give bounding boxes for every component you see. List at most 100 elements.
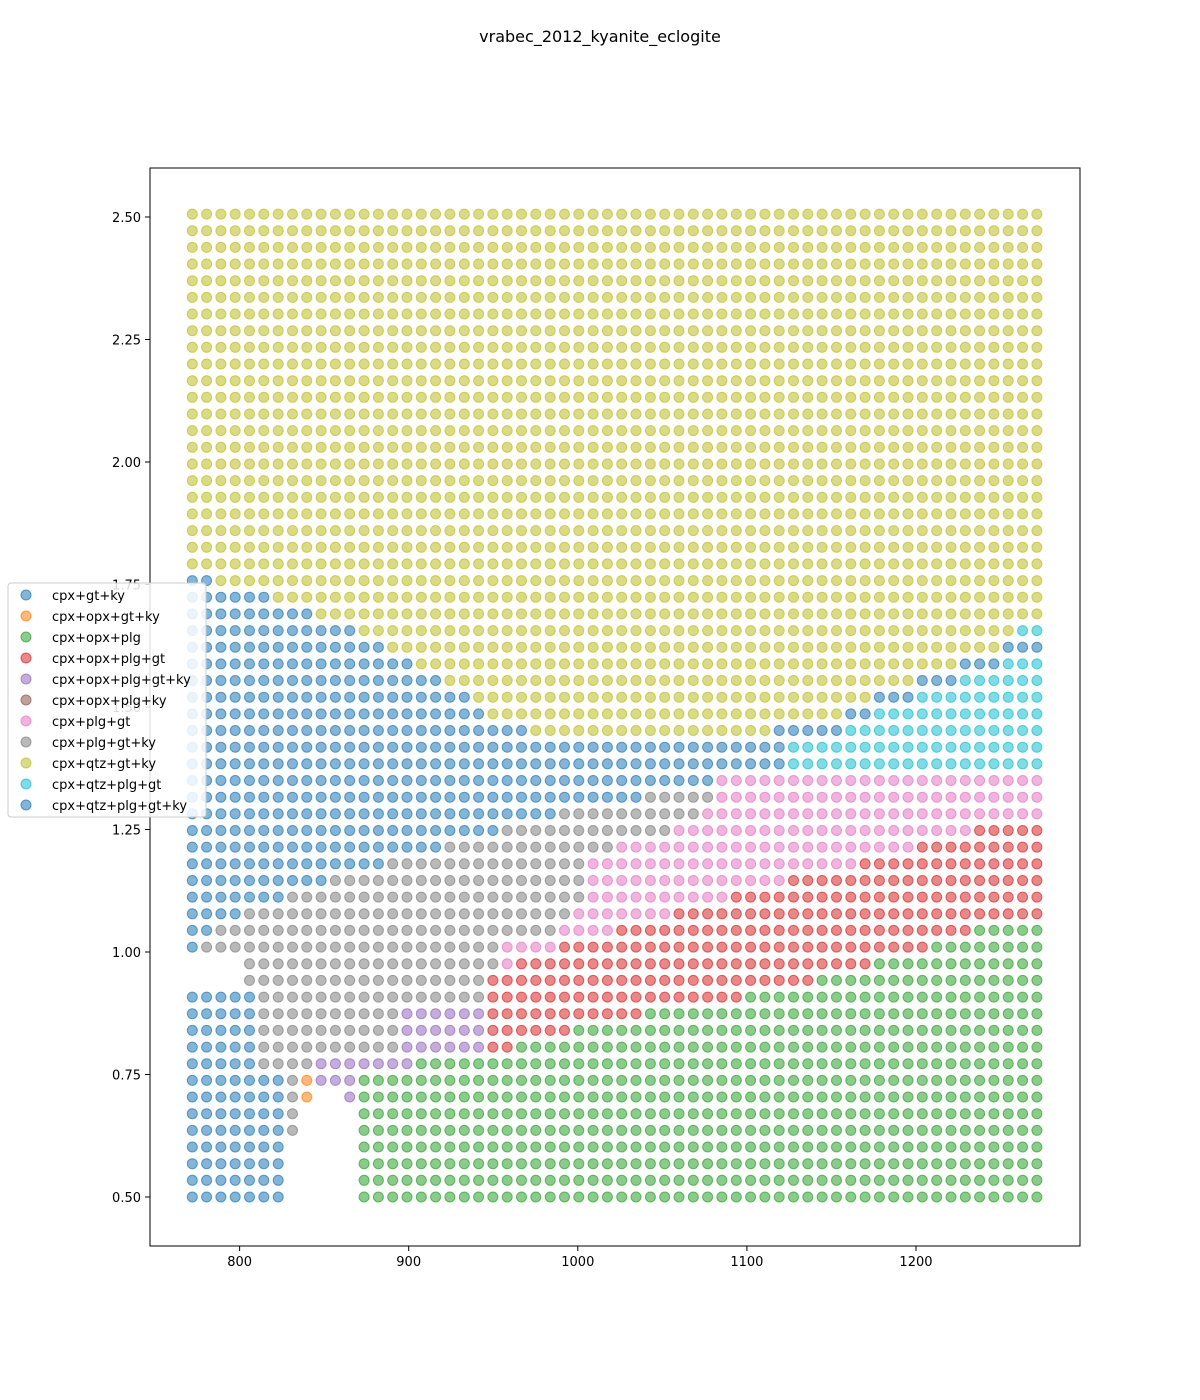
- data-point: [244, 675, 255, 686]
- data-point: [344, 825, 356, 836]
- data-point: [258, 625, 270, 637]
- data-point: [730, 725, 742, 736]
- data-point: [974, 558, 986, 570]
- data-point: [573, 375, 585, 387]
- data-point: [1017, 475, 1029, 487]
- data-point: [458, 1008, 470, 1020]
- data-point: [530, 1008, 542, 1020]
- data-point: [587, 441, 599, 453]
- data-point: [287, 375, 298, 387]
- data-point: [974, 608, 986, 620]
- data-point: [673, 1058, 685, 1070]
- data-point: [945, 208, 957, 220]
- data-point: [802, 825, 814, 836]
- data-point: [530, 258, 542, 270]
- data-point: [487, 775, 499, 786]
- data-point: [716, 908, 728, 920]
- data-point: [1017, 875, 1029, 886]
- data-point: [788, 1124, 799, 1136]
- data-point: [258, 924, 270, 936]
- data-point: [516, 425, 527, 437]
- data-point: [516, 1124, 527, 1136]
- data-point: [244, 875, 255, 886]
- data-point: [487, 708, 499, 720]
- data-point: [644, 291, 656, 303]
- data-point: [931, 375, 943, 387]
- data-point: [888, 1058, 900, 1070]
- data-point: [444, 841, 456, 853]
- data-point: [372, 291, 384, 303]
- data-point: [215, 1091, 227, 1103]
- data-point: [458, 741, 470, 753]
- data-point: [1031, 241, 1043, 253]
- data-point: [458, 358, 470, 370]
- data-point: [272, 725, 284, 736]
- data-point: [916, 391, 928, 403]
- data-point: [745, 1074, 757, 1086]
- data-point: [601, 958, 613, 970]
- data-point: [845, 508, 857, 520]
- data-point: [458, 391, 470, 403]
- data-point: [229, 525, 241, 537]
- data-point: [659, 1108, 671, 1120]
- data-point: [716, 591, 728, 603]
- data-point: [644, 425, 656, 437]
- data-point: [974, 1141, 986, 1153]
- data-point: [816, 308, 828, 320]
- data-point: [888, 391, 900, 403]
- data-point: [730, 1174, 742, 1186]
- data-point: [974, 408, 986, 420]
- data-point: [287, 625, 298, 637]
- data-point: [845, 891, 857, 903]
- data-point: [1031, 225, 1043, 237]
- data-point: [902, 1108, 914, 1120]
- data-point: [215, 591, 227, 603]
- data-point: [244, 1124, 255, 1136]
- data-point: [730, 658, 742, 670]
- data-point: [344, 608, 356, 620]
- data-point: [716, 258, 728, 270]
- data-point: [473, 1074, 485, 1086]
- data-point: [916, 308, 928, 320]
- data-point: [759, 1024, 771, 1036]
- data-point: [201, 325, 213, 337]
- data-point: [1031, 491, 1043, 503]
- data-point: [473, 375, 485, 387]
- data-point: [916, 1041, 928, 1053]
- data-point: [1017, 1141, 1029, 1153]
- data-point: [974, 841, 986, 853]
- data-point: [845, 441, 857, 453]
- data-point: [659, 225, 671, 237]
- data-point: [902, 491, 914, 503]
- data-point: [530, 758, 542, 770]
- data-point: [616, 441, 628, 453]
- data-point: [272, 958, 284, 970]
- data-point: [630, 258, 642, 270]
- data-point: [401, 225, 413, 237]
- data-point: [716, 1108, 728, 1120]
- data-point: [716, 1141, 728, 1153]
- data-point: [644, 308, 656, 320]
- data-point: [215, 741, 227, 753]
- data-point: [702, 425, 714, 437]
- data-point: [974, 508, 986, 520]
- data-point: [859, 1024, 871, 1036]
- data-point: [473, 924, 485, 936]
- data-point: [659, 908, 671, 920]
- data-point: [458, 408, 470, 420]
- data-point: [315, 525, 327, 537]
- data-point: [501, 991, 513, 1003]
- data-point: [501, 708, 513, 720]
- data-point: [888, 958, 900, 970]
- data-point: [544, 725, 556, 736]
- data-point: [244, 775, 255, 786]
- data-point: [873, 1158, 885, 1170]
- data-point: [544, 741, 556, 753]
- data-point: [587, 308, 599, 320]
- data-point: [788, 441, 799, 453]
- data-point: [802, 1041, 814, 1053]
- data-point: [759, 525, 771, 537]
- data-point: [859, 741, 871, 753]
- data-point: [315, 775, 327, 786]
- data-point: [601, 208, 613, 220]
